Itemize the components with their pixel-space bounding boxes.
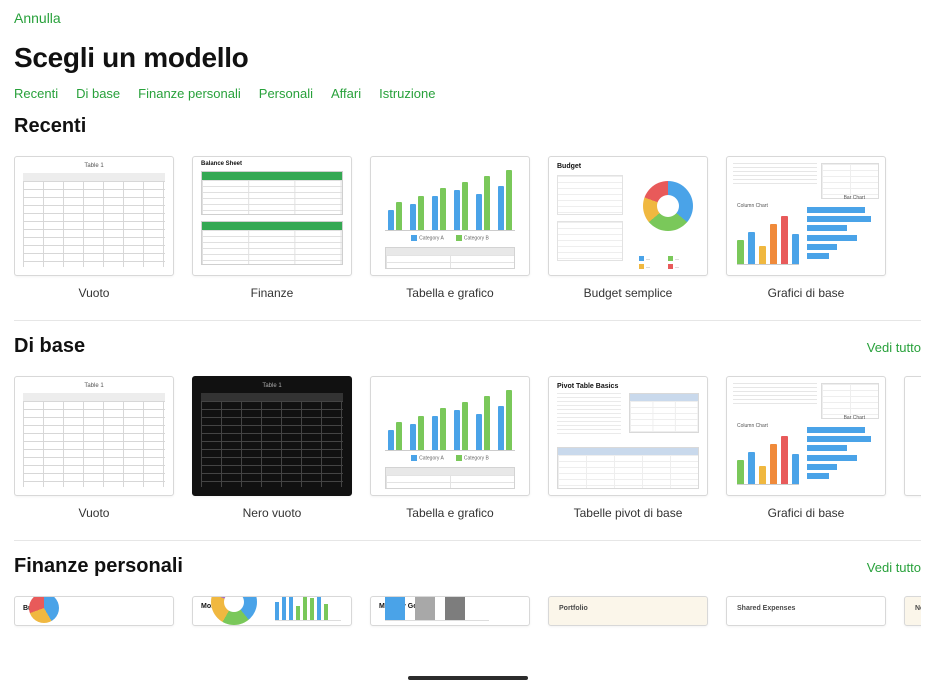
template-label: Nero vuoto (243, 506, 302, 520)
section-title-recenti: Recenti (14, 115, 86, 138)
cancel-button[interactable]: Annulla (14, 10, 61, 26)
home-indicator (408, 676, 528, 680)
template-label: Grafici di base (768, 286, 845, 300)
tab-finanze-personali[interactable]: Finanze personali (138, 86, 241, 101)
template-label: Tabella e grafico (406, 286, 493, 300)
template-label: Budget semplice (584, 286, 673, 300)
tab-recenti[interactable]: Recenti (14, 86, 58, 101)
template-label: Grafici di base (768, 506, 845, 520)
template-networth[interactable]: Net Worth: Overview (904, 596, 921, 636)
template-grafici-base2[interactable]: Column ChartBar ChartGrafici di base (726, 376, 886, 520)
template-budget2[interactable]: Budget (14, 596, 174, 636)
page-title: Scegli un modello (14, 42, 921, 74)
template-monthly-goal[interactable]: Monthly Goal (370, 596, 530, 636)
template-grafici-base[interactable]: Column ChartBar ChartGrafici di base (726, 156, 886, 300)
section-title-dibase: Di base (14, 335, 85, 358)
template-nero[interactable]: Table 1Nero vuoto (192, 376, 352, 520)
template-label: Tabella e grafico (406, 506, 493, 520)
tab-istruzione[interactable]: Istruzione (379, 86, 435, 101)
template-monthly-budget[interactable]: Monthly Budget (192, 596, 352, 636)
template-label: Vuoto (79, 506, 110, 520)
template-pivot[interactable]: Pivot Table BasicsTabelle pivot di base (548, 376, 708, 520)
template-portfolio[interactable]: Portfolio (548, 596, 708, 636)
template-vuoto[interactable]: Table 1Vuoto (14, 156, 174, 300)
template-label: Finanze (251, 286, 294, 300)
category-tabs: Recenti Di base Finanze personali Personali… (0, 80, 935, 115)
template-shared-exp[interactable]: Shared Expenses (726, 596, 886, 636)
tab-di-base[interactable]: Di base (76, 86, 120, 101)
template-finanze[interactable]: Balance SheetFinanze (192, 156, 352, 300)
template-label: Vuoto (79, 286, 110, 300)
tab-affari[interactable]: Affari (331, 86, 361, 101)
template-peek[interactable] (904, 376, 921, 520)
section-title-finanze: Finanze personali (14, 555, 183, 578)
tab-personali[interactable]: Personali (259, 86, 313, 101)
see-all-finanze[interactable]: Vedi tutto (867, 560, 921, 575)
template-tabella-grafico2[interactable]: Category ACategory BTabella e grafico (370, 376, 530, 520)
template-vuoto2[interactable]: Table 1Vuoto (14, 376, 174, 520)
template-label: Tabelle pivot di base (574, 506, 683, 520)
template-tabella-grafico[interactable]: Category ACategory BTabella e grafico (370, 156, 530, 300)
template-budget-semplice[interactable]: Budget————Budget semplice (548, 156, 708, 300)
see-all-dibase[interactable]: Vedi tutto (867, 340, 921, 355)
